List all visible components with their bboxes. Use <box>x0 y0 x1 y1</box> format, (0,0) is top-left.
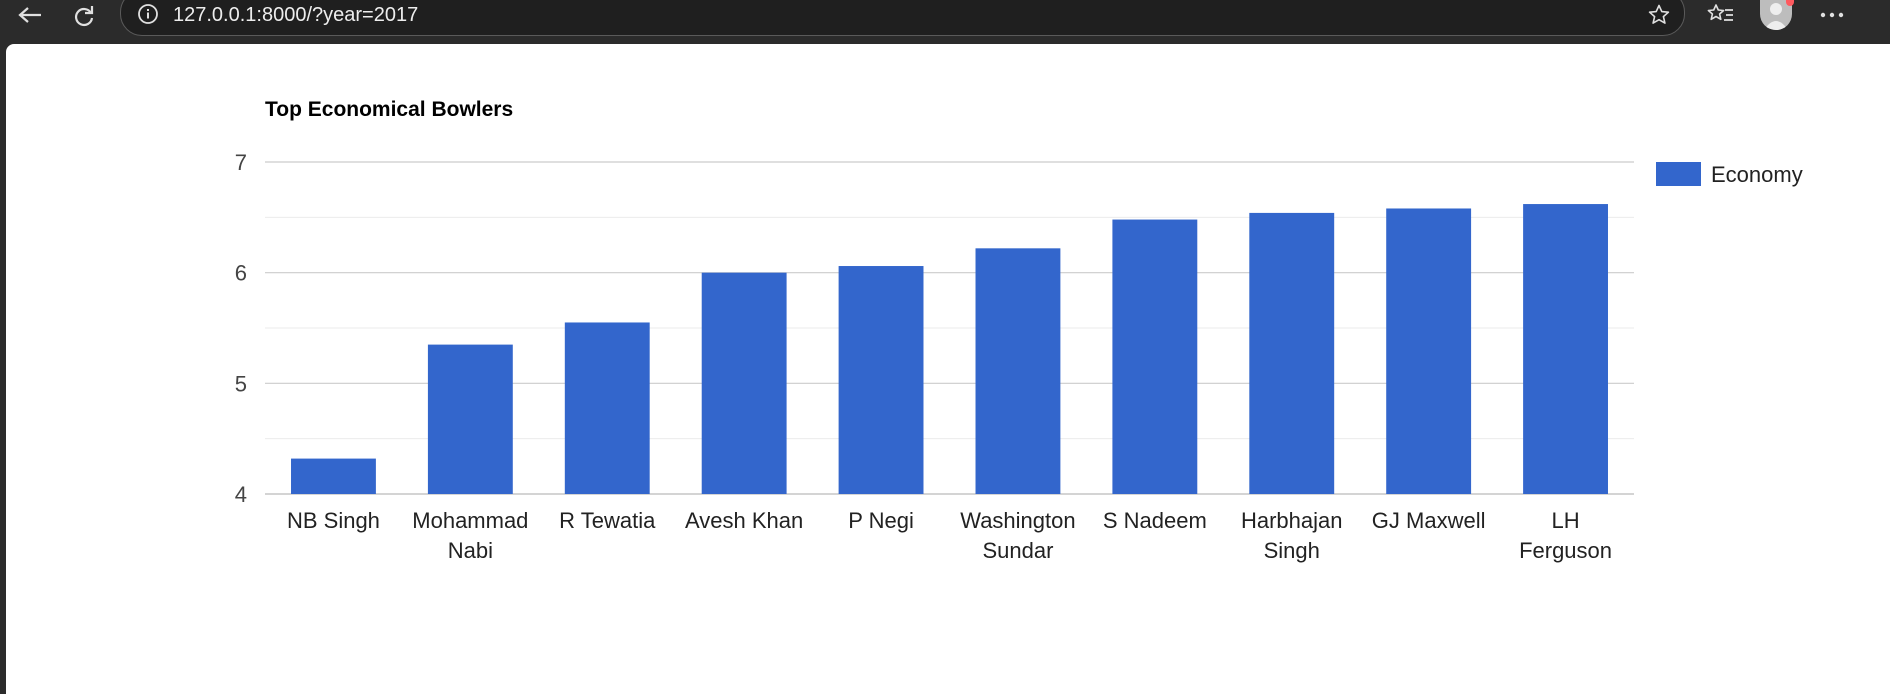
x-tick-label: NB Singh <box>287 508 380 533</box>
x-tick-label: LH Ferguson <box>1519 508 1612 563</box>
info-icon[interactable] <box>135 1 161 27</box>
bar-gj-maxwell[interactable] <box>1386 208 1472 495</box>
x-axis-labels: NB Singh Mohammad Nabi R Tewatia Avesh Khan P… <box>287 508 1612 563</box>
y-tick-label: 5 <box>235 371 247 396</box>
legend[interactable]: Economy <box>1656 162 1803 187</box>
x-tick-label: P Negi <box>848 508 914 533</box>
url-text[interactable]: 127.0.0.1:8000/?year=2017 <box>173 4 419 26</box>
bar-s-nadeem[interactable] <box>1112 219 1198 494</box>
favorites-icon <box>1707 4 1733 21</box>
star-icon[interactable] <box>1646 2 1672 28</box>
bar-harbhajan-singh[interactable] <box>1249 212 1335 494</box>
back-icon <box>18 7 41 23</box>
bar-p-negi[interactable] <box>838 266 924 494</box>
chart-title: Top Economical Bowlers <box>265 98 513 121</box>
x-tick-label: Avesh Khan <box>685 508 803 533</box>
browser-toolbar: 127.0.0.1:8000/?year=2017 <box>0 0 1890 44</box>
bar-avesh-khan[interactable] <box>701 272 787 494</box>
x-tick-label: Washington Sundar <box>960 508 1075 563</box>
reload-icon <box>74 6 94 27</box>
notification-dot <box>1786 0 1794 6</box>
bar-chart: Top Economical Bowlers 4 5 6 7 NB Singh Moha… <box>235 98 1803 563</box>
y-tick-label: 7 <box>235 150 247 175</box>
x-tick-label: GJ Maxwell <box>1372 508 1486 533</box>
x-tick-label: Harbhajan Singh <box>1241 508 1343 563</box>
more-button[interactable] <box>1814 0 1850 30</box>
x-tick-label: S Nadeem <box>1103 508 1207 533</box>
bar-r-tewatia[interactable] <box>564 322 650 494</box>
legend-swatch <box>1656 162 1701 186</box>
address-bar[interactable]: 127.0.0.1:8000/?year=2017 <box>120 0 1685 36</box>
legend-label: Economy <box>1711 162 1803 187</box>
more-icon <box>1820 12 1844 18</box>
x-tick-label: Mohammad Nabi <box>412 508 528 563</box>
favorites-button[interactable] <box>1703 0 1739 30</box>
bars <box>291 204 1608 495</box>
bar-lh-ferguson[interactable] <box>1523 204 1608 494</box>
reload-button[interactable] <box>66 0 102 30</box>
y-tick-label: 6 <box>235 261 247 286</box>
bar-mohammad-nabi[interactable] <box>427 344 513 494</box>
bar-washington-sundar[interactable] <box>975 248 1061 494</box>
y-tick-label: 4 <box>235 482 247 507</box>
bar-nb-singh[interactable] <box>291 458 376 494</box>
back-button[interactable] <box>12 0 48 30</box>
page-content: Top Economical Bowlers 4 5 6 7 NB Singh Moha… <box>6 44 1890 694</box>
profile-icon[interactable] <box>1760 0 1792 30</box>
x-tick-label: R Tewatia <box>559 508 656 533</box>
y-axis-ticks: 4 5 6 7 <box>235 150 247 507</box>
